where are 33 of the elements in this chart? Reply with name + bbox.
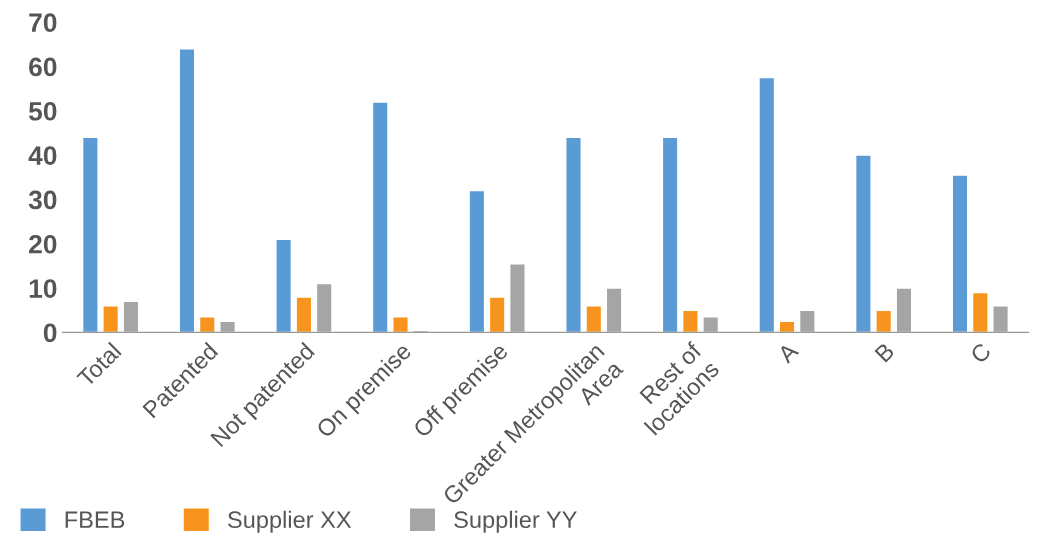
bar — [951, 174, 969, 333]
legend-label: FBEB — [65, 511, 125, 528]
y-tick-label: 10 — [29, 279, 57, 298]
y-tick-label: 50 — [28, 101, 57, 121]
y-tick-label: 70 — [29, 13, 57, 32]
bar — [275, 238, 293, 333]
y-tick-label: 0 — [43, 323, 57, 343]
bar — [468, 189, 486, 333]
bar — [875, 309, 893, 333]
y-tick-label: 20 — [29, 234, 57, 254]
y-tick-label: 60 — [29, 57, 57, 77]
bar — [854, 154, 872, 333]
bar — [295, 296, 313, 333]
x-tick-label: C — [969, 341, 992, 365]
bar — [371, 101, 389, 333]
bar — [102, 305, 120, 333]
x-tick-label: B — [874, 342, 895, 363]
bar — [758, 76, 776, 333]
legend-label: Supplier XX — [228, 510, 352, 533]
bar — [178, 48, 196, 333]
bar — [681, 309, 699, 333]
y-tick-label: 30 — [28, 190, 57, 210]
y-tick-label: 40 — [28, 146, 57, 165]
bar — [198, 316, 216, 333]
bar — [565, 136, 582, 333]
bar — [661, 136, 679, 333]
legend-label: Supplier YY — [454, 510, 577, 533]
bar — [488, 296, 506, 333]
bar — [392, 316, 409, 333]
bar — [585, 305, 603, 333]
bar — [81, 136, 99, 333]
x-tick-label: A — [776, 341, 800, 364]
bar — [971, 291, 989, 333]
